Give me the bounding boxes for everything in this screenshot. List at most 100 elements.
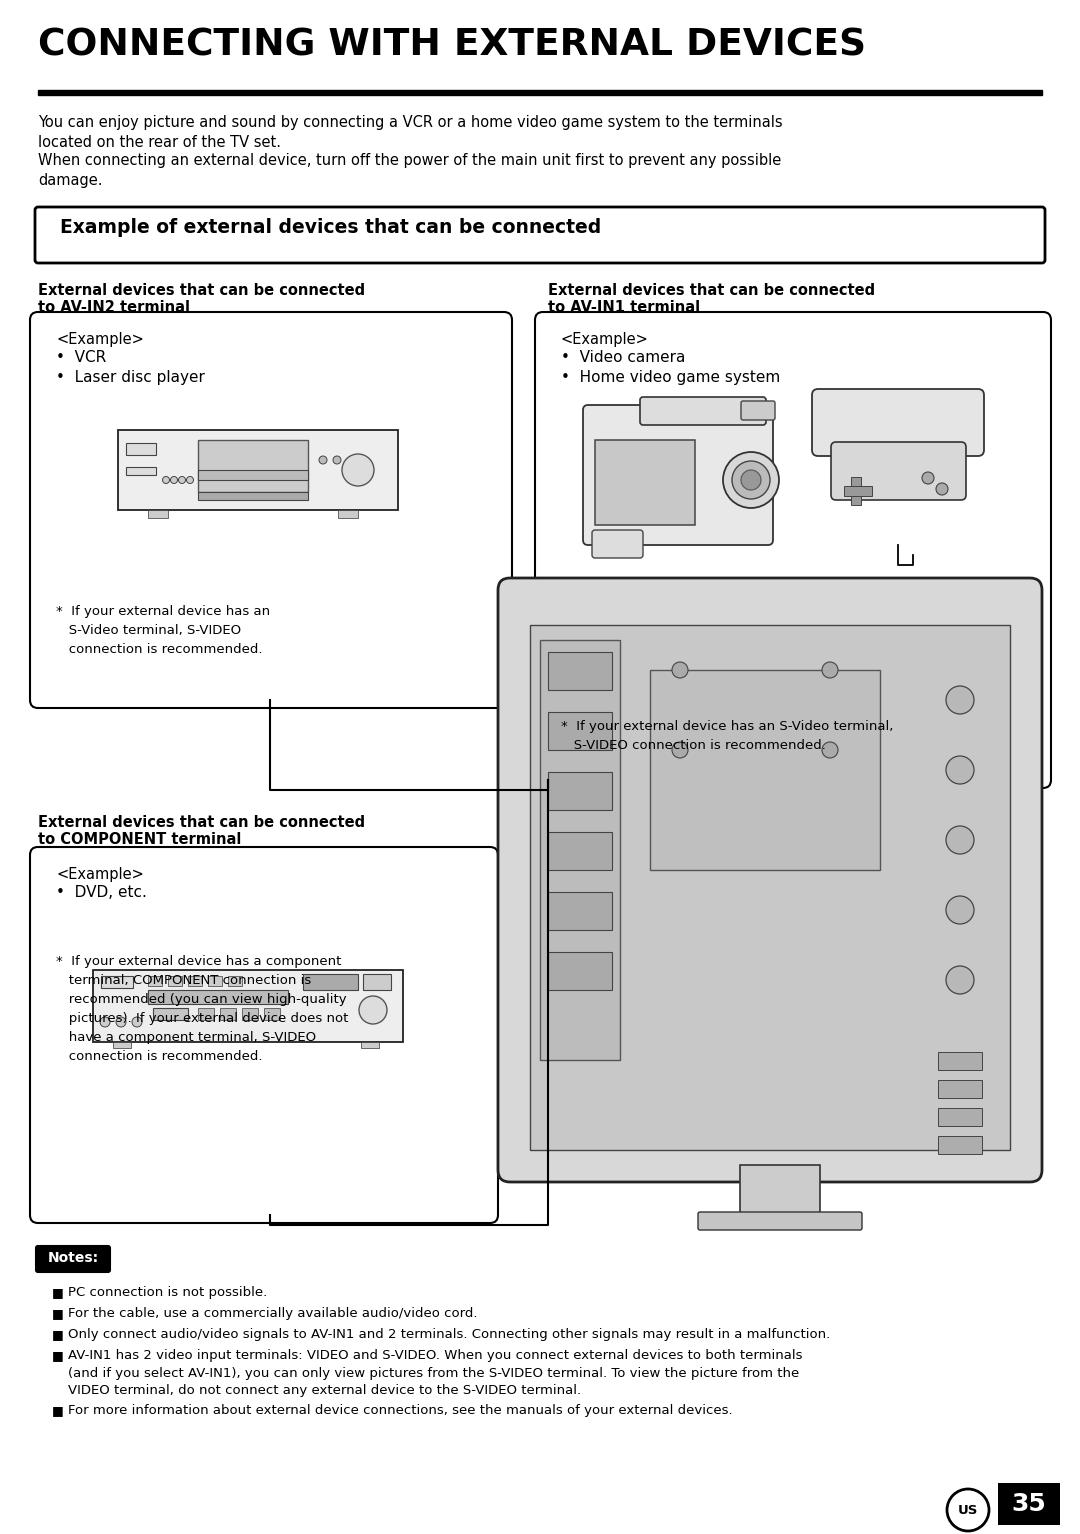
- Bar: [939, 1137, 982, 1154]
- Bar: [338, 509, 357, 518]
- Circle shape: [946, 756, 974, 784]
- Bar: [93, 969, 403, 1042]
- Text: •  Home video game system: • Home video game system: [561, 370, 780, 385]
- Text: •  DVD, etc.: • DVD, etc.: [56, 885, 147, 900]
- Text: to COMPONENT terminal: to COMPONENT terminal: [38, 831, 241, 847]
- Text: *  If your external device has a component
   terminal, COMPONENT connection is
: * If your external device has a componen…: [56, 956, 349, 1063]
- Circle shape: [187, 477, 193, 483]
- Bar: [939, 1108, 982, 1126]
- Bar: [303, 974, 357, 989]
- Text: located on the rear of the TV set.: located on the rear of the TV set.: [38, 135, 281, 150]
- Circle shape: [936, 483, 948, 495]
- Circle shape: [171, 477, 177, 483]
- Circle shape: [723, 453, 779, 508]
- Bar: [939, 1052, 982, 1071]
- FancyBboxPatch shape: [535, 311, 1051, 788]
- Bar: [148, 509, 168, 518]
- Circle shape: [342, 454, 374, 486]
- Circle shape: [946, 686, 974, 713]
- Bar: [548, 891, 612, 930]
- FancyBboxPatch shape: [30, 847, 498, 1223]
- Bar: [548, 831, 612, 870]
- Circle shape: [333, 456, 341, 463]
- Bar: [740, 1164, 820, 1220]
- Bar: [540, 640, 620, 1060]
- Text: •  Laser disc player: • Laser disc player: [56, 370, 205, 385]
- Bar: [118, 430, 399, 509]
- FancyBboxPatch shape: [36, 1246, 110, 1272]
- Circle shape: [946, 966, 974, 994]
- FancyBboxPatch shape: [30, 311, 512, 709]
- Circle shape: [922, 472, 934, 485]
- Text: damage.: damage.: [38, 173, 103, 189]
- Text: to AV-IN1 terminal: to AV-IN1 terminal: [548, 301, 700, 314]
- Text: <Example>: <Example>: [56, 331, 144, 347]
- Circle shape: [946, 825, 974, 854]
- FancyBboxPatch shape: [741, 400, 775, 420]
- Bar: [242, 1008, 258, 1020]
- Text: US: US: [958, 1503, 978, 1517]
- Bar: [548, 652, 612, 690]
- Circle shape: [162, 477, 170, 483]
- Bar: [126, 443, 156, 456]
- Text: For more information about external device connections, see the manuals of your : For more information about external devi…: [68, 1404, 732, 1417]
- FancyBboxPatch shape: [831, 442, 966, 500]
- Bar: [851, 477, 861, 505]
- Text: When connecting an external device, turn off the power of the main unit first to: When connecting an external device, turn…: [38, 153, 781, 169]
- Text: <Example>: <Example>: [56, 867, 144, 882]
- Bar: [102, 976, 133, 988]
- Text: For the cable, use a commercially available audio/video cord.: For the cable, use a commercially availa…: [68, 1307, 477, 1319]
- Bar: [38, 91, 1042, 95]
- Bar: [148, 976, 162, 986]
- Circle shape: [672, 742, 688, 758]
- Text: AV-IN1 has 2 video input terminals: VIDEO and S-VIDEO. When you connect external: AV-IN1 has 2 video input terminals: VIDE…: [68, 1348, 802, 1397]
- Bar: [228, 976, 242, 986]
- FancyBboxPatch shape: [640, 397, 766, 425]
- Bar: [153, 1008, 188, 1020]
- Text: ■: ■: [52, 1404, 64, 1417]
- Text: Only connect audio/video signals to AV-IN1 and 2 terminals. Connecting other sig: Only connect audio/video signals to AV-I…: [68, 1328, 831, 1341]
- Circle shape: [822, 742, 838, 758]
- Circle shape: [132, 1017, 141, 1026]
- Bar: [188, 976, 202, 986]
- Bar: [650, 670, 880, 870]
- Bar: [126, 466, 156, 476]
- Bar: [998, 1483, 1059, 1525]
- Bar: [168, 976, 183, 986]
- Circle shape: [100, 1017, 110, 1026]
- FancyBboxPatch shape: [812, 390, 984, 456]
- Bar: [220, 1008, 237, 1020]
- FancyBboxPatch shape: [583, 405, 773, 545]
- Bar: [548, 953, 612, 989]
- Bar: [208, 976, 222, 986]
- FancyBboxPatch shape: [698, 1212, 862, 1230]
- Circle shape: [116, 1017, 126, 1026]
- Text: PC connection is not possible.: PC connection is not possible.: [68, 1285, 267, 1299]
- Bar: [264, 1008, 280, 1020]
- Bar: [595, 440, 696, 525]
- Bar: [198, 492, 308, 500]
- Circle shape: [672, 663, 688, 678]
- Text: ■: ■: [52, 1307, 64, 1319]
- Text: *  If your external device has an
   S-Video terminal, S-VIDEO
   connection is : * If your external device has an S-Video…: [56, 604, 270, 657]
- Bar: [530, 624, 1010, 1150]
- Bar: [113, 1042, 131, 1048]
- Text: You can enjoy picture and sound by connecting a VCR or a home video game system : You can enjoy picture and sound by conne…: [38, 115, 783, 130]
- Text: CONNECTING WITH EXTERNAL DEVICES: CONNECTING WITH EXTERNAL DEVICES: [38, 28, 866, 64]
- Text: External devices that can be connected: External devices that can be connected: [38, 815, 365, 830]
- Bar: [198, 469, 308, 480]
- Text: Notes:: Notes:: [48, 1252, 98, 1266]
- Bar: [198, 1008, 214, 1020]
- Circle shape: [947, 1490, 989, 1531]
- Bar: [361, 1042, 379, 1048]
- Bar: [363, 974, 391, 989]
- Circle shape: [822, 663, 838, 678]
- Bar: [148, 989, 288, 1003]
- Text: •  VCR: • VCR: [56, 350, 106, 365]
- FancyBboxPatch shape: [35, 207, 1045, 262]
- Text: External devices that can be connected: External devices that can be connected: [548, 282, 875, 298]
- Circle shape: [732, 462, 770, 499]
- Text: *  If your external device has an S-Video terminal,
   S-VIDEO connection is rec: * If your external device has an S-Video…: [561, 719, 893, 752]
- Text: ■: ■: [52, 1285, 64, 1299]
- Text: •  Video camera: • Video camera: [561, 350, 686, 365]
